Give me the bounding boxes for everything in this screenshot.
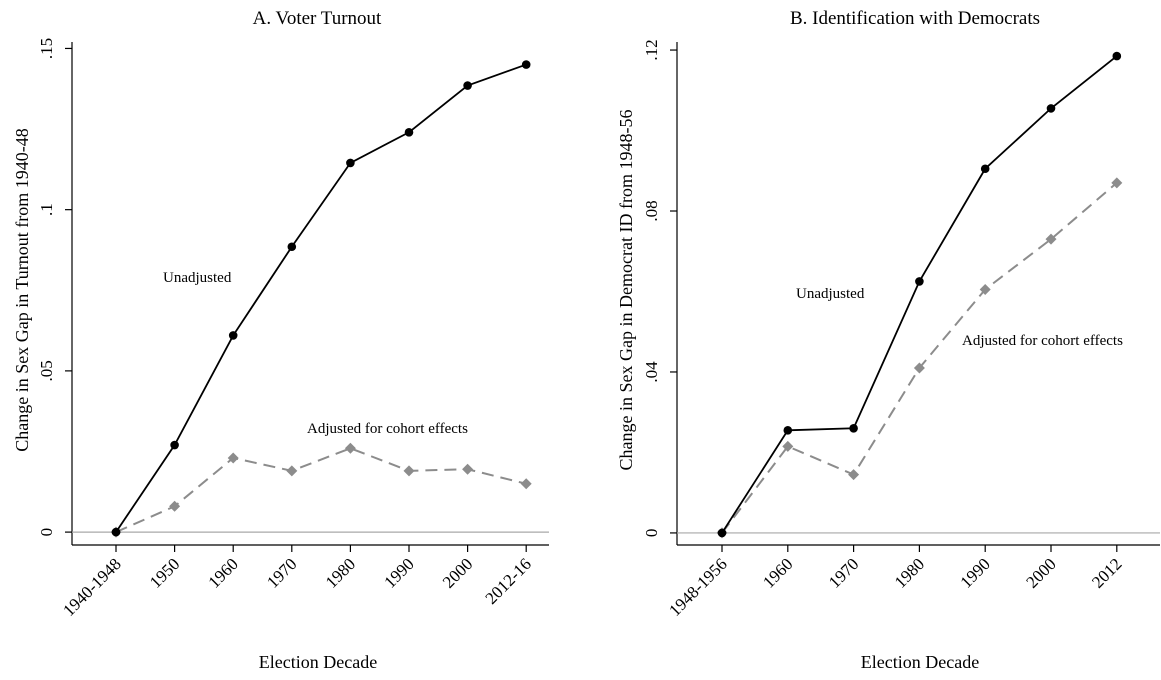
y-tick-label: 0 <box>642 529 661 538</box>
x-tick-label: 1948-1956 <box>665 554 731 620</box>
x-axis-title: Election Decade <box>259 652 377 672</box>
unadjusted-data-point <box>521 60 531 69</box>
adjusted-data-point <box>848 469 860 481</box>
y-tick-label: .1 <box>37 203 56 216</box>
x-tick-label: 1970 <box>263 554 300 591</box>
y-tick-label: .15 <box>37 38 56 59</box>
unadjusted-data-point <box>346 158 355 168</box>
adjusted-data-point <box>782 440 794 452</box>
adjusted-data-point <box>520 478 532 490</box>
unadjusted-data-point <box>849 424 858 433</box>
adjusted-series-line <box>721 182 1118 534</box>
unadjusted-data-point <box>111 527 121 537</box>
y-tick-label: .05 <box>37 360 56 381</box>
adjusted-data-point <box>227 452 239 464</box>
x-tick-label: 1950 <box>146 554 183 591</box>
unadjusted-annotation: Unadjusted <box>796 286 865 302</box>
adjusted-annotation: Adjusted for cohort effects <box>962 333 1123 349</box>
y-tick-label: .04 <box>642 361 661 383</box>
unadjusted-data-point <box>170 440 179 450</box>
x-tick-label: 1990 <box>957 554 994 591</box>
x-tick-label: 2000 <box>1022 554 1059 591</box>
unadjusted-data-point <box>1112 51 1122 61</box>
y-axis-title: Change in Sex Gap in Democrat ID from 19… <box>616 110 636 471</box>
x-tick-label: 2012-16 <box>482 554 536 608</box>
y-tick-label: 0 <box>37 528 56 537</box>
adjusted-series-line <box>115 447 527 534</box>
unadjusted-series-line <box>721 55 1118 534</box>
unadjusted-data-point <box>1046 104 1056 113</box>
adjusted-data-point <box>1111 177 1123 189</box>
x-tick-label: 2012 <box>1088 554 1125 591</box>
adjusted-data-point <box>979 283 991 295</box>
unadjusted-annotation: Unadjusted <box>163 270 232 286</box>
unadjusted-data-point <box>915 277 924 286</box>
chart-title: B. Identification with Democrats <box>790 8 1040 29</box>
adjusted-data-point <box>169 500 181 512</box>
chart-panel-b: B. Identification with Democrats 0 .04 .08.… <box>616 8 1160 672</box>
adjusted-data-point <box>462 463 474 475</box>
x-tick-label: 1980 <box>322 554 359 591</box>
unadjusted-data-point <box>287 242 297 252</box>
adjusted-data-point <box>403 465 415 477</box>
adjusted-data-point <box>1045 233 1057 245</box>
adjusted-data-point <box>286 465 298 477</box>
unadjusted-data-point <box>463 81 472 90</box>
unadjusted-series-line <box>115 63 527 533</box>
x-tick-label: 1960 <box>759 554 796 591</box>
x-tick-label: 1970 <box>825 554 862 591</box>
unadjusted-data-point <box>717 528 727 538</box>
x-tick-label: 1980 <box>891 554 928 591</box>
adjusted-data-point <box>344 442 356 454</box>
chart-title: A. Voter Turnout <box>253 8 382 29</box>
y-tick-label: .08 <box>642 200 661 221</box>
x-tick-label: 1990 <box>380 554 417 591</box>
adjusted-annotation: Adjusted for cohort effects <box>307 421 468 437</box>
x-tick-label: 1960 <box>205 554 242 591</box>
x-tick-label: 1940-1948 <box>59 554 125 620</box>
unadjusted-data-point <box>783 426 793 435</box>
x-axis-title: Election Decade <box>861 652 979 672</box>
x-tick-label: 2000 <box>439 554 476 591</box>
unadjusted-data-point <box>228 331 238 340</box>
unadjusted-data-point <box>404 127 414 137</box>
adjusted-data-point <box>913 362 925 374</box>
y-axis-title: Change in Sex Gap in Turnout from 1940-4… <box>12 128 32 452</box>
unadjusted-data-point <box>980 164 990 174</box>
chart-panel-a: A. Voter Turnout 0 .05 .1 .15 1940-1948 1950 19… <box>12 8 549 672</box>
y-tick-label: .12 <box>642 39 661 60</box>
